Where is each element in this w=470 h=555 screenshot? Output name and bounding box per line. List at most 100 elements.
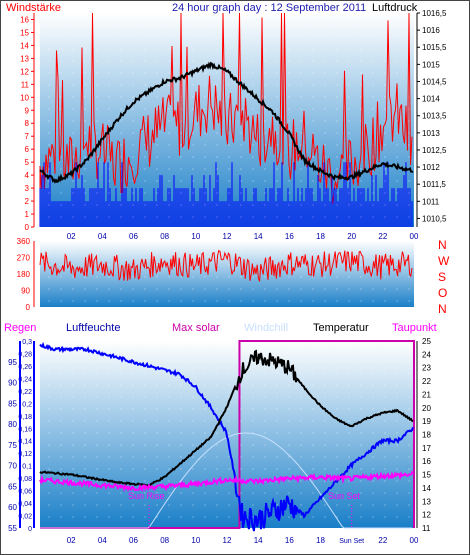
x-tick-label: 08 xyxy=(160,536,169,545)
temperature-axis-tick-label: 22 xyxy=(422,377,431,386)
direction-letter: N xyxy=(438,238,447,252)
wind-direction-series xyxy=(39,249,413,282)
legend-max-solar: Max solar xyxy=(172,322,220,334)
pressure-axis-tick-label: 1013 xyxy=(422,129,440,138)
legend-regen: Regen xyxy=(4,322,36,334)
legend-luftfeuchte: Luftfeuchte xyxy=(66,322,120,334)
wind-gust-series xyxy=(39,162,413,227)
wind-axis-tick-label: 12 xyxy=(20,67,29,76)
pressure-axis-tick-label: 1014,5 xyxy=(422,77,447,86)
humidity-axis-tick-label: 55 xyxy=(8,524,17,533)
legend-taupunkt: Taupunkt xyxy=(392,322,437,334)
wind-axis-tick-label: 1 xyxy=(25,210,30,219)
temperature-axis-tick-label: 12 xyxy=(422,511,431,520)
temperature-axis-tick-label: 15 xyxy=(422,471,431,480)
x-tick-label: 18 xyxy=(316,536,325,545)
direction-letter: S xyxy=(438,270,446,284)
x-tick-label: 06 xyxy=(129,536,138,545)
max-solar-series xyxy=(40,340,415,529)
x-tick-label: 10 xyxy=(191,232,200,241)
rain-axis-tick-label: 0 xyxy=(28,526,32,533)
pressure-axis-tick-label: 1016 xyxy=(422,26,440,35)
temperature-axis-tick-label: 16 xyxy=(422,457,431,466)
x-tick-label: 04 xyxy=(98,232,107,241)
x-tick-label: 10 xyxy=(191,536,200,545)
pressure-axis-tick-label: 1011,5 xyxy=(422,180,446,189)
rain-axis-tick-label: 0,2 xyxy=(22,401,32,408)
x-tick-label: 16 xyxy=(285,536,294,545)
x-tick-label: 12 xyxy=(223,232,232,241)
x-tick-label: 14 xyxy=(254,232,263,241)
temperature-axis-tick-label: 21 xyxy=(422,390,431,399)
direction-axis-tick-label: 360 xyxy=(17,237,31,246)
pressure-axis-tick-label: 1010,5 xyxy=(422,214,447,223)
legend-windchill: Windchill xyxy=(244,322,288,334)
direction-letter: N xyxy=(438,302,447,316)
humidity-axis-tick-label: 95 xyxy=(8,358,17,367)
rain-axis-tick-label: 0,14 xyxy=(18,439,32,446)
x-tick-label: 20 xyxy=(347,232,356,241)
rain-axis-tick-label: 0,24 xyxy=(18,376,32,383)
pressure-axis-tick-label: 1011 xyxy=(422,197,440,206)
wind-axis-tick-label: 14 xyxy=(20,41,29,50)
pressure-axis-tick-label: 1013,5 xyxy=(422,112,447,121)
x-tick-label: 00 xyxy=(410,536,419,545)
wind-axis-tick-label: 3 xyxy=(25,184,30,193)
sun-rise-label: Sun Rise xyxy=(128,491,165,501)
temperature-axis-tick-label: 24 xyxy=(422,350,431,359)
rain-axis-tick-label: 0,22 xyxy=(18,389,32,396)
chart-title: 24 hour graph day : 12 September 2011 xyxy=(172,2,366,14)
x-tick-label: 14 xyxy=(254,536,263,545)
temperature-axis-tick-label: 25 xyxy=(422,337,431,346)
temperature-axis-tick-label: 19 xyxy=(422,417,431,426)
direction-axis-tick-label: 90 xyxy=(21,287,30,296)
wind-axis-tick-label: 6 xyxy=(25,145,30,154)
rain-axis-tick-label: 0,1 xyxy=(22,464,32,471)
pressure-axis-tick-label: 1015 xyxy=(422,60,440,69)
humidity-series xyxy=(39,341,414,532)
humidity-axis-tick-label: 90 xyxy=(8,379,17,388)
x-tick-label: 04 xyxy=(98,536,107,545)
pressure-axis-tick-label: 1012 xyxy=(422,163,440,172)
temperature-axis-tick-label: 18 xyxy=(422,431,431,440)
x-tick-label: 00 xyxy=(410,232,419,241)
temperature-series xyxy=(39,349,414,487)
windchill-series xyxy=(40,432,412,529)
wind-axis-title: Windstärke xyxy=(6,2,61,14)
humidity-axis-tick-label: 70 xyxy=(8,462,17,471)
pressure-series xyxy=(39,61,414,184)
x-tick-label: 02 xyxy=(67,536,76,545)
humidity-axis-tick-label: 60 xyxy=(8,503,17,512)
direction-axis-tick-label: 0 xyxy=(26,303,31,312)
rain-axis-tick-label: 0,02 xyxy=(18,514,32,521)
wind-axis-tick-label: 2 xyxy=(25,197,30,206)
direction-letter: W xyxy=(438,254,450,268)
rain-axis-tick-label: 0,28 xyxy=(18,351,32,358)
humidity-axis-tick-label: 85 xyxy=(8,399,17,408)
temperature-axis-tick-label: 17 xyxy=(422,444,431,453)
pressure-axis-title: Luftdruck xyxy=(372,2,418,14)
rain-axis-tick-label: 0,12 xyxy=(18,451,32,458)
wind-axis-tick-label: 15 xyxy=(20,28,29,37)
x-tick-label: 22 xyxy=(378,536,387,545)
rain-axis-tick-label: 0,26 xyxy=(18,364,32,371)
x-tick-label: 12 xyxy=(223,536,232,545)
x-tick-label: 06 xyxy=(129,232,138,241)
rain-axis-tick-label: 0,06 xyxy=(18,489,32,496)
wind-axis-tick-label: 9 xyxy=(25,106,30,115)
direction-letter: O xyxy=(438,286,447,300)
sun-set-label: Sun Set xyxy=(328,491,361,501)
temperature-axis-tick-label: 14 xyxy=(422,484,431,493)
temperature-axis-tick-label: 13 xyxy=(422,497,431,506)
wind-axis-tick-label: 7 xyxy=(25,132,30,141)
humidity-axis-tick-label: 65 xyxy=(8,482,17,491)
wind-axis-tick-label: 0 xyxy=(25,223,30,232)
temperature-axis-tick-label: 11 xyxy=(422,524,431,533)
humidity-axis-tick-label: 80 xyxy=(8,420,17,429)
rain-axis-tick-label: 0,04 xyxy=(18,501,32,508)
temperature-axis-tick-label: 20 xyxy=(422,404,431,413)
rain-axis-tick-label: 0,16 xyxy=(18,426,32,433)
temperature-axis-tick-label: 23 xyxy=(422,364,431,373)
